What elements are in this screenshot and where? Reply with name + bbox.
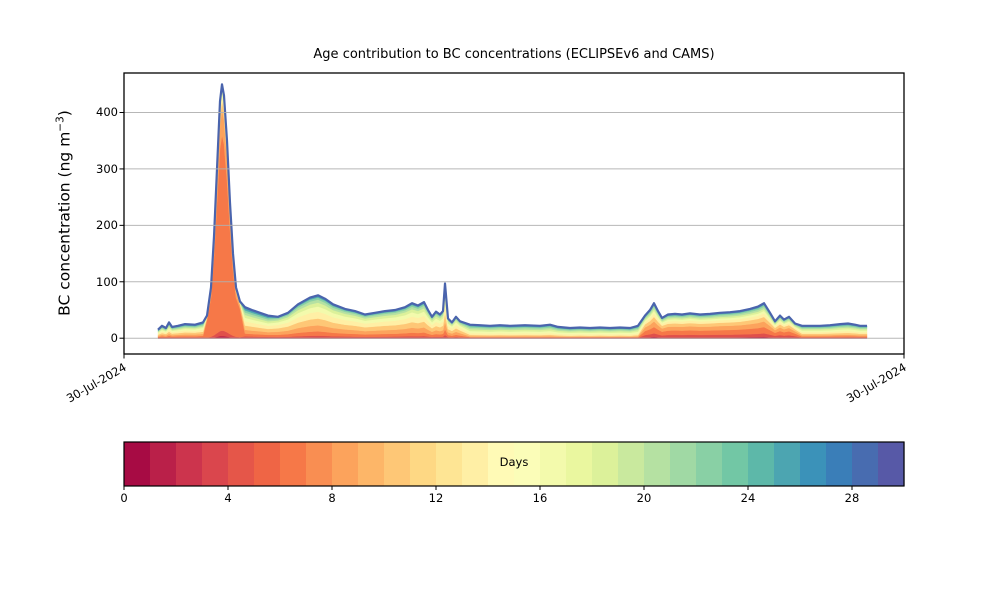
colorbar-tick-label: 0 [120,491,128,505]
colorbar-segment [748,442,775,486]
colorbar-tick-label: 4 [224,491,232,505]
colorbar-segment [384,442,411,486]
colorbar-segment [618,442,645,486]
y-tick-label: 300 [96,161,118,176]
colorbar-segment [722,442,749,486]
colorbar-segment [332,442,359,486]
colorbar-segment [462,442,489,486]
y-tick-label: 400 [96,105,118,120]
age-band-6-8-days [157,109,868,338]
colorbar-segment [774,442,801,486]
colorbar-tick-label: 28 [844,491,860,505]
colorbar-segment [696,442,723,486]
colorbar-segment [124,442,151,486]
colorbar-segment [254,442,281,486]
colorbar-segment [852,442,879,486]
plot-border [123,72,905,355]
age-band-21-24-days [157,85,868,332]
colorbar-segment [800,442,827,486]
age-band-10-13-days [157,95,868,336]
total-concentration-line [157,83,867,331]
y-axis-label-text: BC concentration (ng m [55,131,74,316]
y-tick-label: 0 [110,331,118,346]
y-axis-label-superscript: −3 [54,116,67,132]
colorbar-tick-label: 20 [636,491,652,505]
y-tick-label: 200 [96,218,118,233]
colorbar-segment [150,442,177,486]
colorbar-segment [436,442,463,486]
colorbar-tick-label: 24 [740,491,756,505]
age-band-27-30-days [157,84,868,331]
colorbar-segment [488,442,515,486]
colorbar-segment [878,442,905,486]
colorbar-segment [306,442,333,486]
age-band-24-27-days [157,84,868,332]
age-band-8-10-days [157,100,868,337]
colorbar-segment [514,442,541,486]
colorbar-segment [566,442,593,486]
colorbar-segment [410,442,437,486]
colorbar-segment [540,442,567,486]
colorbar-tick-label: 8 [328,491,336,505]
colorbar-segment [176,442,203,486]
colorbar-segment [670,442,697,486]
y-axis-label-suffix: ) [55,110,74,117]
chart-title: Age contribution to BC concentrations (E… [313,47,715,62]
age-band-18-21-days [157,87,868,333]
colorbar-segment [592,442,619,486]
age-band-13-16-days [157,91,868,335]
colorbar-label: Days [499,455,529,469]
colorbar-tick-label: 12 [428,491,444,505]
colorbar-tick-label: 16 [532,491,548,505]
colorbar-segment [826,442,853,486]
colorbar-segment [280,442,307,486]
colorbar-segment [202,442,229,486]
y-tick-label: 100 [96,274,118,289]
colorbar-segment [228,442,255,486]
age-band-16-18-days [157,89,868,334]
y-axis-label: BC concentration (ng m−3) [54,110,73,316]
colorbar-border [123,441,905,487]
colorbar-segment [644,442,671,486]
colorbar-segment [358,442,385,486]
